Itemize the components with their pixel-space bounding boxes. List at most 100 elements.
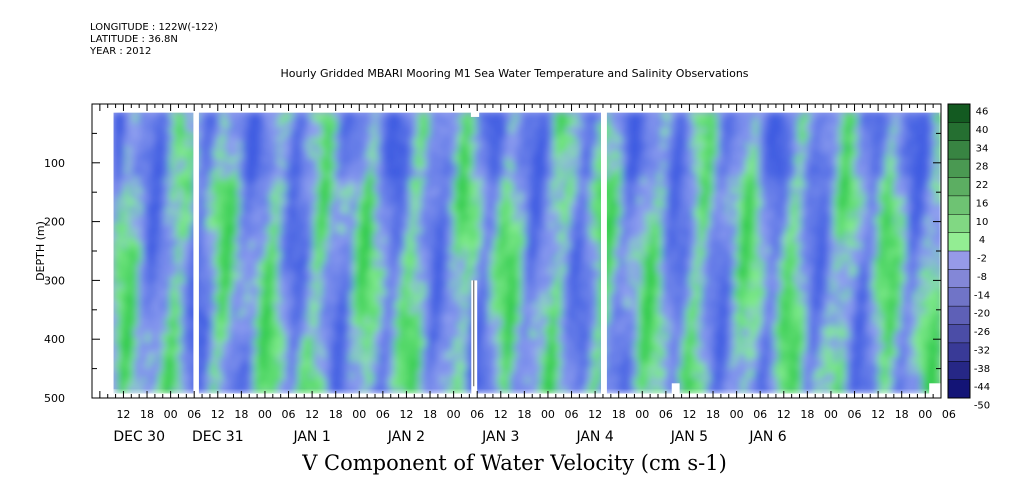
data-gap [470, 104, 480, 117]
colorbar-label: -26 [974, 327, 990, 338]
latitude-label: LATITUDE : 36.8N [90, 34, 178, 45]
year-label: YEAR : 2012 [90, 46, 152, 57]
data-gap [929, 383, 941, 398]
x-tick-label: 00 [164, 408, 178, 421]
x-day-label: JAN 2 [387, 429, 425, 445]
chart-title: Hourly Gridded MBARI Mooring M1 Sea Wate… [280, 67, 749, 80]
y-tick-label: 500 [44, 392, 65, 405]
colorbar-label: -14 [974, 290, 990, 301]
x-tick-label: 18 [612, 408, 626, 421]
colorbar-swatch [948, 379, 970, 399]
x-tick-label: 06 [942, 408, 956, 421]
x-tick-label: 06 [282, 408, 296, 421]
location-metadata: LONGITUDE : 122W(-122) LATITUDE : 36.8N … [90, 22, 218, 58]
x-tick-label: 18 [140, 408, 154, 421]
x-tick-label: 00 [918, 408, 932, 421]
colorbar-label: 34 [976, 143, 989, 154]
data-gap [601, 104, 607, 398]
x-tick-label: 18 [329, 408, 343, 421]
colorbar-swatch [948, 342, 970, 362]
x-day-label: JAN 4 [575, 429, 613, 445]
x-tick-label: 06 [848, 408, 862, 421]
colorbar-label: -38 [974, 364, 990, 375]
colorbar-label: 10 [976, 217, 989, 228]
y-tick-label: 300 [44, 274, 65, 287]
colorbar-label: 22 [976, 180, 989, 191]
x-tick-label: 00 [352, 408, 366, 421]
x-tick-label: 12 [305, 408, 319, 421]
x-tick-label: 12 [399, 408, 413, 421]
colorbar: 46 40 34 28 22 16 10 4 -2 -8 -14 -20 -26 -32 -38 -44 -50 [947, 103, 990, 412]
x-tick-label: 00 [730, 408, 744, 421]
x-tick-label: 18 [800, 408, 814, 421]
x-day-label: DEC 30 [113, 429, 165, 445]
x-tick-label: 18 [706, 408, 720, 421]
colorbar-swatch [948, 104, 970, 123]
colorbar-label: 4 [979, 235, 985, 246]
colorbar-swatch [948, 324, 970, 344]
x-day-label: JAN 6 [748, 429, 786, 445]
longitude-label: LONGITUDE : 122W(-122) [90, 22, 218, 33]
colorbar-swatch [948, 214, 970, 234]
x-tick-label: 06 [187, 408, 201, 421]
colorbar-label: -32 [974, 345, 990, 356]
colorbar-label: -50 [974, 401, 990, 412]
colorbar-label: -8 [977, 272, 987, 283]
y-tick-label: 100 [44, 157, 65, 170]
colorbar-swatch [948, 251, 970, 270]
x-tick-label: 00 [258, 408, 272, 421]
x-tick-label: 12 [871, 408, 885, 421]
colorbar-label: 46 [976, 107, 989, 118]
colorbar-swatch [948, 306, 970, 325]
colorbar-label: 40 [976, 125, 989, 136]
x-tick-label: 12 [494, 408, 508, 421]
y-axis: 100 200 300 400 500 [44, 103, 941, 405]
x-tick-label: 06 [376, 408, 390, 421]
colorbar-label: -20 [974, 309, 990, 320]
x-tick-label: 18 [234, 408, 248, 421]
colorbar-swatch [948, 287, 970, 307]
colorbar-swatch [948, 140, 970, 160]
x-day-label: JAN 1 [292, 429, 330, 445]
x-tick-label: 00 [447, 408, 461, 421]
colorbar-swatch [948, 232, 970, 252]
colorbar-swatch [948, 195, 970, 215]
colorbar-label: -2 [977, 254, 987, 265]
x-tick-label: 00 [635, 408, 649, 421]
data-gaps [193, 104, 941, 398]
gap-edge [473, 280, 475, 387]
data-gap [671, 383, 680, 398]
x-tick-label: 12 [777, 408, 791, 421]
colorbar-label: 28 [976, 162, 989, 173]
x-day-label: JAN 3 [481, 429, 519, 445]
x-tick-label: 18 [895, 408, 909, 421]
x-axis-label: V Component of Water Velocity (cm s-1) [302, 451, 727, 475]
x-tick-label: 12 [211, 408, 225, 421]
x-tick-label: 12 [116, 408, 130, 421]
x-tick-label: 12 [588, 408, 602, 421]
colorbar-swatch [948, 177, 970, 197]
colorbar-label: 16 [976, 198, 989, 209]
x-day-label: JAN 5 [670, 429, 708, 445]
x-tick-label: 00 [541, 408, 555, 421]
x-day-label: DEC 31 [192, 429, 244, 445]
x-axis: 12 18 00 06 12 18 00 06 12 18 00 06 12 18 00 06 12 18 00 06… [99, 104, 956, 445]
x-tick-label: 06 [659, 408, 673, 421]
x-tick-label: 06 [470, 408, 484, 421]
x-tick-label: 06 [753, 408, 767, 421]
x-tick-label: 12 [682, 408, 696, 421]
heatmap-field [113, 112, 941, 394]
colorbar-swatch [948, 122, 970, 142]
colorbar-swatch [948, 269, 970, 289]
x-tick-label: 06 [565, 408, 579, 421]
colorbar-label: -44 [974, 382, 990, 393]
x-tick-label: 00 [824, 408, 838, 421]
x-tick-label: 18 [517, 408, 531, 421]
colorbar-swatch [948, 159, 970, 178]
y-tick-label: 200 [44, 216, 65, 229]
colorbar-swatch [948, 361, 970, 381]
y-tick-label: 400 [44, 333, 65, 346]
y-axis-label: DEPTH (m) [34, 221, 47, 281]
data-gap [193, 104, 199, 398]
